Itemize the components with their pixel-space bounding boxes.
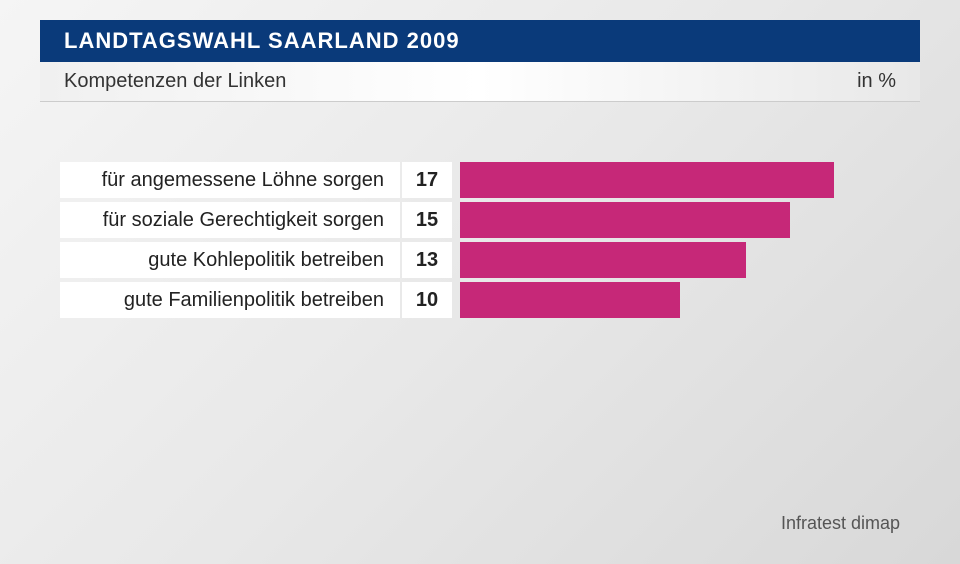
chart-value: 10 <box>402 282 452 318</box>
subtitle-bar: Kompetenzen der Linken in % <box>40 62 920 102</box>
chart-area: für angemessene Löhne sorgen 17 für sozi… <box>60 162 900 318</box>
chart-bar <box>460 162 834 198</box>
header-bar: LANDTAGSWAHL SAARLAND 2009 <box>40 20 920 62</box>
subtitle-unit: in % <box>857 70 896 93</box>
chart-value: 17 <box>402 162 452 198</box>
chart-label: gute Familienpolitik betreiben <box>60 282 400 318</box>
source-label: Infratest dimap <box>781 513 900 534</box>
chart-bar <box>460 282 680 318</box>
chart-label: gute Kohlepolitik betreiben <box>60 242 400 278</box>
subtitle-text: Kompetenzen der Linken <box>64 70 286 93</box>
chart-row: für soziale Gerechtigkeit sorgen 15 <box>60 202 900 238</box>
chart-bar-container <box>460 282 900 318</box>
chart-bar-container <box>460 242 900 278</box>
chart-bar-container <box>460 162 900 198</box>
chart-bar-container <box>460 202 900 238</box>
chart-value: 13 <box>402 242 452 278</box>
chart-row: gute Kohlepolitik betreiben 13 <box>60 242 900 278</box>
chart-row: gute Familienpolitik betreiben 10 <box>60 282 900 318</box>
header-title: LANDTAGSWAHL SAARLAND 2009 <box>64 28 460 53</box>
chart-row: für angemessene Löhne sorgen 17 <box>60 162 900 198</box>
chart-bar <box>460 242 746 278</box>
chart-label: für angemessene Löhne sorgen <box>60 162 400 198</box>
chart-label: für soziale Gerechtigkeit sorgen <box>60 202 400 238</box>
chart-bar <box>460 202 790 238</box>
chart-value: 15 <box>402 202 452 238</box>
